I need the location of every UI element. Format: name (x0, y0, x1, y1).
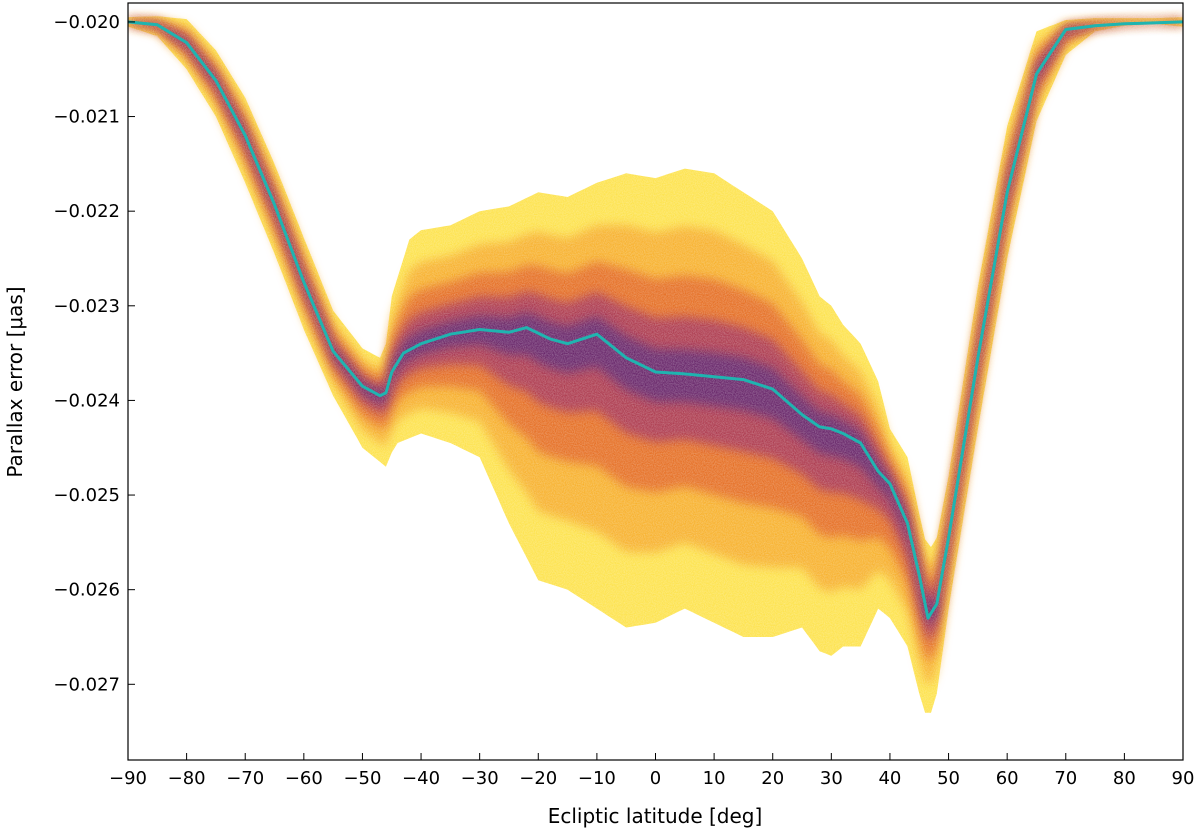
x-tick-label: 90 (1172, 768, 1195, 789)
x-tick-label: 50 (937, 768, 960, 789)
x-tick-label: −60 (285, 768, 323, 789)
x-tick-label: 0 (650, 768, 661, 789)
y-tick-label: −0.027 (53, 674, 120, 695)
heatmap-texture (128, 3, 1183, 760)
y-axis: −0.020 −0.021 −0.022 −0.023 −0.024 −0.025 −0.0… (53, 12, 135, 695)
x-tick-label: 80 (1113, 768, 1136, 789)
median-parallax-line (127, 20, 1184, 620)
x-tick-label: 10 (703, 768, 726, 789)
x-tick-label: 40 (878, 768, 901, 789)
y-tick-label: −0.026 (53, 580, 120, 601)
x-tick-label: −90 (109, 768, 147, 789)
x-tick-label: 70 (1054, 768, 1077, 789)
x-axis: −90 −80 −70 −60 −50 −40 −30 −20 −10 0 10 20 30 40 50 60… (109, 753, 1194, 789)
x-tick-label: −80 (168, 768, 206, 789)
x-axis-label: Ecliptic latitude [deg] (548, 804, 763, 828)
density-heatmap (128, 3, 1183, 760)
y-axis-label: Parallax error [μas] (3, 286, 27, 477)
x-tick-label: −30 (461, 768, 499, 789)
x-tick-label: −70 (226, 768, 264, 789)
y-tick-label: −0.023 (53, 296, 120, 317)
x-tick-label: 30 (820, 768, 843, 789)
y-tick-label: −0.022 (53, 201, 120, 222)
x-tick-label: −10 (578, 768, 616, 789)
y-tick-label: −0.020 (53, 12, 120, 33)
x-tick-label: −40 (402, 768, 440, 789)
x-tick-label: 20 (761, 768, 784, 789)
x-tick-label: −50 (343, 768, 381, 789)
y-tick-label: −0.025 (53, 485, 120, 506)
y-tick-label: −0.024 (53, 390, 120, 411)
x-tick-label: 60 (996, 768, 1019, 789)
x-tick-label: −20 (519, 768, 557, 789)
y-tick-label: −0.021 (53, 107, 120, 128)
